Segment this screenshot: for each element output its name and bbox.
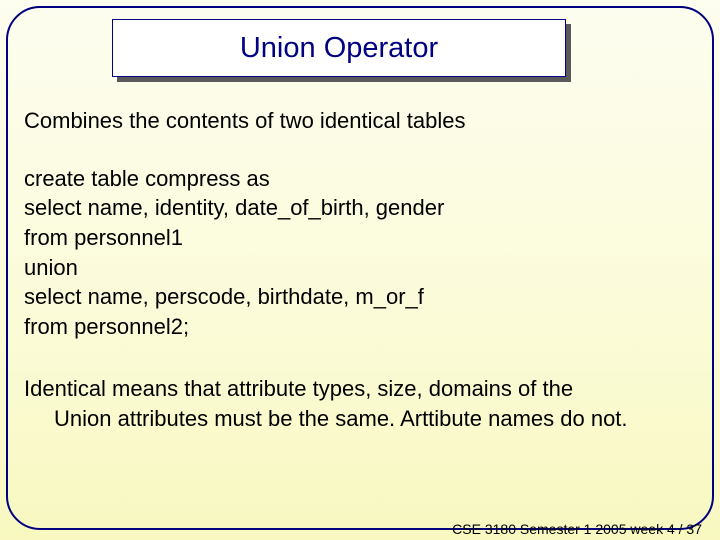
sql-code-block: create table compress as select name, id… xyxy=(24,164,690,342)
code-line: select name, perscode, birthdate, m_or_f xyxy=(24,282,690,312)
intro-text: Combines the contents of two identical t… xyxy=(24,106,690,136)
code-line: select name, identity, date_of_birth, ge… xyxy=(24,193,690,223)
note-text: Identical means that attribute types, si… xyxy=(24,374,690,433)
note-line1: Identical means that attribute types, si… xyxy=(24,376,573,401)
code-line: from personnel2; xyxy=(24,312,690,342)
title-box: Union Operator xyxy=(112,19,566,77)
note-line2: Union attributes must be the same. Artti… xyxy=(24,404,690,434)
slide-content: Combines the contents of two identical t… xyxy=(24,106,690,433)
slide: Union Operator Combines the contents of … xyxy=(0,0,720,540)
code-line: from personnel1 xyxy=(24,223,690,253)
slide-title: Union Operator xyxy=(240,32,438,65)
code-line: create table compress as xyxy=(24,164,690,194)
code-line: union xyxy=(24,253,690,283)
slide-footer: CSE 3180 Semester 1 2005 week 4 / 37 xyxy=(452,521,702,537)
